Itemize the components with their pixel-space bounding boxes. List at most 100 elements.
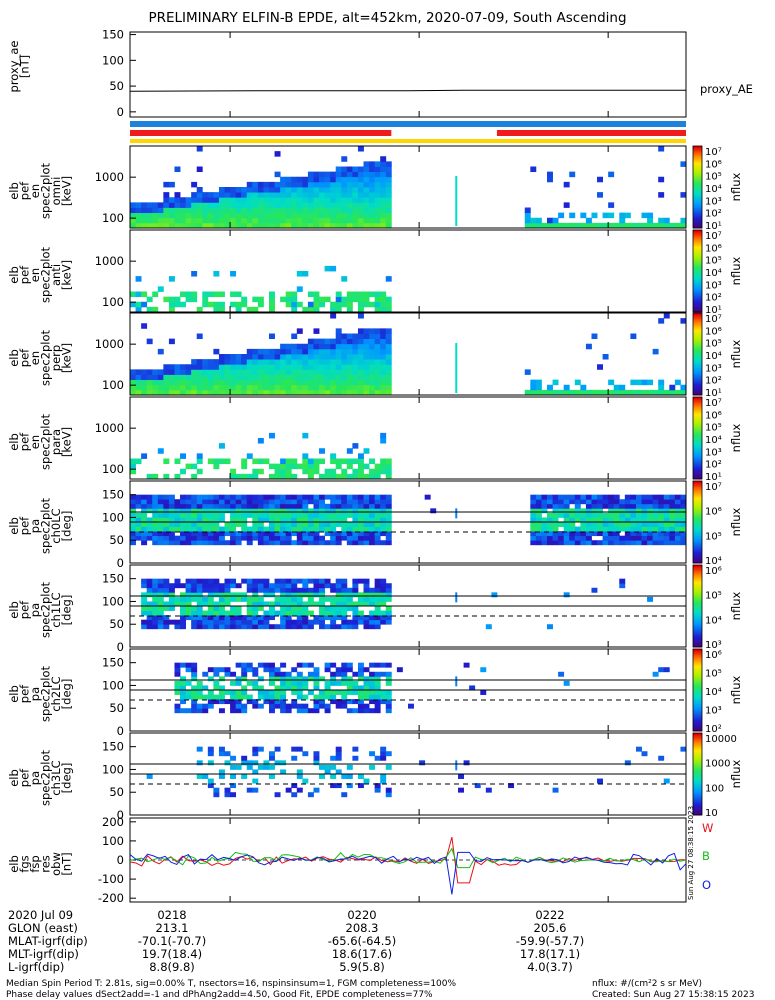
colorbar-cell <box>693 251 702 254</box>
colorbar-cell <box>693 451 702 454</box>
bottom-row-value: 208.3 <box>345 921 379 935</box>
pa-cell <box>207 751 214 757</box>
pa-panel-0-colorbar <box>692 480 703 564</box>
pa-cell <box>357 596 364 602</box>
spec-cell <box>296 374 303 381</box>
spec-cell <box>241 473 248 480</box>
pa-cell <box>663 526 670 532</box>
spec-cell <box>363 296 370 303</box>
spec-cell <box>213 271 220 277</box>
spec-cell <box>302 364 309 370</box>
colorbar-cell <box>693 260 702 262</box>
spec-cell <box>291 364 298 370</box>
spec-cell <box>357 217 364 224</box>
spec-cell <box>341 384 348 391</box>
spec-cell <box>246 384 253 391</box>
spec-cell <box>280 296 287 303</box>
spec-cell <box>374 379 381 386</box>
pa-cell <box>246 540 253 546</box>
pa-cell <box>230 690 237 695</box>
colorbar-cell <box>693 255 702 258</box>
spec-cell <box>218 306 225 313</box>
pa-cell <box>552 508 559 514</box>
spec-cell <box>291 192 298 198</box>
spec-panel-2-tick-label: 100 <box>102 378 124 392</box>
spec-cell <box>246 207 253 214</box>
pa-cell <box>352 583 359 589</box>
spec-cell <box>230 217 237 224</box>
pa-cell <box>580 508 587 514</box>
spec-cell <box>335 202 342 208</box>
pa-cell <box>246 512 253 518</box>
pa-cell <box>608 512 615 518</box>
pa-cell <box>291 755 298 761</box>
spec-cell <box>307 176 314 183</box>
colorbar-cell <box>693 146 702 148</box>
spec-cell <box>252 468 259 475</box>
spec-cell <box>263 369 270 375</box>
spec-cell <box>280 192 287 198</box>
spec-cell <box>180 301 186 308</box>
pa-cell <box>480 667 487 673</box>
pa-cell <box>252 671 259 677</box>
spec-cell <box>252 197 259 203</box>
spec-cell <box>235 222 242 229</box>
pa-cell <box>246 535 253 541</box>
pa-cell <box>241 755 248 761</box>
spec-panel-3-tick-label: 1000 <box>95 421 124 435</box>
pa-cell <box>597 512 603 518</box>
colorbar-cell <box>693 341 702 344</box>
spec-cell <box>341 176 348 183</box>
pa-cell <box>257 764 264 770</box>
pa-cell <box>274 508 281 514</box>
pa-cell <box>163 624 170 630</box>
spec-cell <box>313 192 320 198</box>
pa-cell <box>574 526 581 532</box>
pa-cell <box>280 708 287 714</box>
colorbar-cell <box>693 165 702 167</box>
spec-cell <box>213 379 220 386</box>
pa-cell <box>302 685 309 691</box>
pa-cell <box>269 592 275 598</box>
spec-cell <box>341 348 348 355</box>
spec-spike <box>455 343 458 393</box>
colorbar-cell <box>693 644 702 647</box>
colorbar-cell <box>693 264 702 267</box>
spec-cell <box>218 301 225 308</box>
pa-cell <box>357 517 364 523</box>
colorbar-cell <box>693 245 702 247</box>
pa-cell <box>613 540 620 546</box>
spec-cell <box>374 354 381 360</box>
colorbar-cell <box>693 182 702 185</box>
pa-cell <box>230 606 237 611</box>
colorbar-cell <box>693 595 702 597</box>
colorbar-cell <box>693 178 702 181</box>
pa-cell <box>191 503 198 509</box>
colorbar-cell <box>693 554 702 557</box>
pa-cell <box>241 760 248 766</box>
spec-cell <box>369 364 376 370</box>
colorbar-cell <box>693 432 702 435</box>
fgs-legend-O: O <box>702 878 711 892</box>
spec-cell <box>324 473 331 480</box>
pa-cell <box>663 508 670 514</box>
spec-cell <box>218 359 225 365</box>
pa-cell <box>296 522 303 527</box>
spec-cell <box>319 222 325 229</box>
pa-cell <box>168 535 175 541</box>
colorbar-cell <box>693 211 702 214</box>
colorbar-cell <box>693 743 702 746</box>
pa-cell <box>241 526 248 532</box>
pa-cell <box>369 690 376 695</box>
pa-cell <box>608 494 615 500</box>
pa-cell <box>269 499 275 505</box>
pa-cell <box>352 601 359 607</box>
pa-cell <box>269 494 275 500</box>
spec-cell <box>224 359 231 365</box>
colorbar-frame <box>692 480 703 564</box>
pa-cell <box>658 503 665 509</box>
spec-cell <box>269 473 275 480</box>
spec-cell <box>385 197 392 203</box>
pa-cell <box>341 671 348 677</box>
pa-cell <box>296 694 303 700</box>
